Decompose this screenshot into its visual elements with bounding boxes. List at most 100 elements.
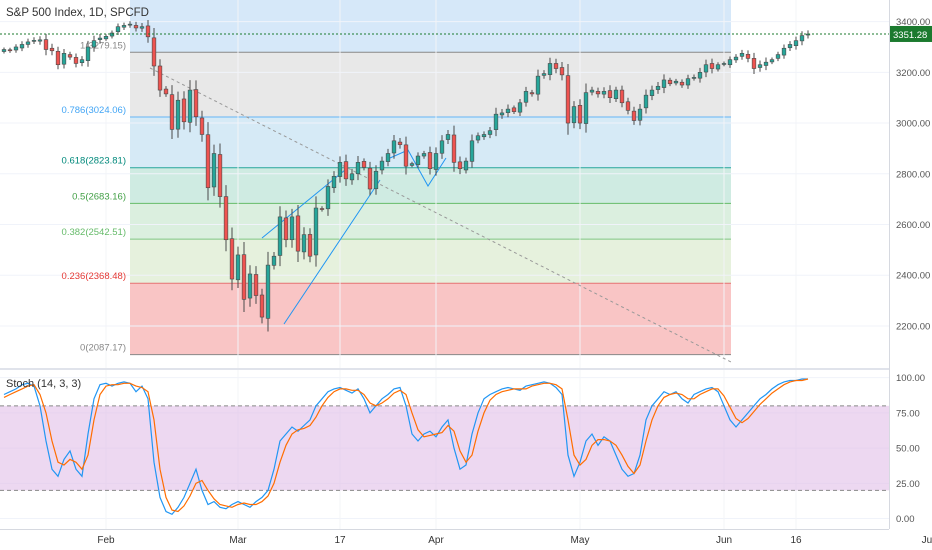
candle-body [469,140,475,162]
stochastic-tick-label: 100.00 [896,373,925,384]
candle-body [793,40,799,47]
stochastic-tick-label: 75.00 [896,408,920,419]
candle-body [751,58,757,69]
time-tick-label: Jun [716,535,732,546]
candle-body [361,161,367,168]
candle-body [169,94,175,130]
candle-body [673,80,679,84]
candle-body [7,49,13,52]
fib-zone [130,239,731,284]
candle-body [667,79,673,85]
candle-body [139,26,145,29]
candle-body [511,107,517,112]
candle-body [679,81,685,86]
candle-body [541,73,547,76]
pane-separator[interactable] [0,368,932,370]
candle-body [145,25,151,38]
candle-body [457,161,463,170]
price-pane[interactable]: 0(2087.17) 0.236(2368.48) 0.382(2542.51) 0.… [0,0,932,368]
candle-body [433,153,439,170]
candle-body [13,46,19,51]
fib-level-label: 0(2087.17) [80,343,126,354]
last-price-tag: 3351.28 [890,25,932,42]
candlestick-series [1,19,811,332]
candle-body [709,63,715,69]
candle-body [19,44,25,49]
candle-body [787,44,793,49]
price-grid [0,0,929,368]
time-tick-label: Mar [229,535,247,546]
stochastic-tick-label: 0.00 [896,514,915,525]
candle-body [61,53,67,65]
candle-body [421,153,427,157]
candle-body [799,35,805,42]
candle-body [655,85,661,90]
candle-body [637,108,643,121]
candle-body [277,216,283,256]
candle-body [181,98,187,123]
fib-level-label: 1(3279.15) [80,40,126,51]
candle-body [589,89,595,93]
candle-body [229,238,235,280]
candle-body [685,78,691,86]
candle-body [757,64,763,68]
candle-body [85,46,91,61]
time-tick-label: 16 [790,535,802,546]
candle-body [439,140,445,154]
fib-level-label: 0.5(2683.16) [72,191,126,202]
candle-body [697,72,703,79]
price-axis[interactable]: 3400.00 3200.00 3000.00 2800.00 2600.00 2400.… [889,0,932,529]
candle-body [565,75,571,124]
candle-body [37,39,43,42]
candle-body [295,215,301,252]
lower-channel-line [283,179,381,325]
candle-body [385,153,391,162]
candle-body [325,186,331,210]
candle-body [79,59,85,63]
candle-body [55,50,61,66]
candle-body [247,273,253,299]
candle-body [529,92,535,95]
candle-body [103,36,109,40]
candle-body [343,161,349,180]
candle-body [595,91,601,95]
candle-body [301,234,307,253]
time-axis-background [0,529,932,550]
candle-body [481,134,487,138]
stochastic-band [0,405,889,491]
candle-body [703,64,709,73]
stochastic-band-fill [0,405,889,491]
time-axis[interactable]: FebMar17AprMayJun16Jul17Aug [0,529,932,550]
candle-body [451,134,457,163]
candle-body [649,89,655,96]
candle-body [487,130,493,135]
stochastic-tick-label: 50.00 [896,444,920,455]
candle-body [493,113,499,130]
fib-zone [130,283,731,355]
candle-body [253,274,259,296]
candle-body [289,216,295,241]
candle-body [109,32,115,37]
candle-body [337,162,343,177]
time-tick-label: Apr [428,535,444,546]
candle-body [463,160,469,171]
candle-body [775,54,781,59]
candle-body [373,170,379,190]
candle-body [265,264,271,319]
candle-body [613,89,619,100]
stochastic-line-k [3,378,808,516]
candle-body [121,25,127,28]
candle-body [499,112,505,116]
price-tick-label: 2800.00 [896,169,930,180]
fib-level-label: 0.236(2368.48) [62,271,126,282]
candle-body [781,47,787,56]
candle-body [49,47,55,52]
stochastic-title: Stoch (14, 3, 3) [6,378,81,390]
candle-body [163,88,169,95]
candle-body [409,163,415,166]
stochastic-pane[interactable]: Stoch (14, 3, 3) [0,370,932,529]
candle-body [763,61,769,66]
candle-body [331,176,337,189]
candle-body [199,117,205,135]
